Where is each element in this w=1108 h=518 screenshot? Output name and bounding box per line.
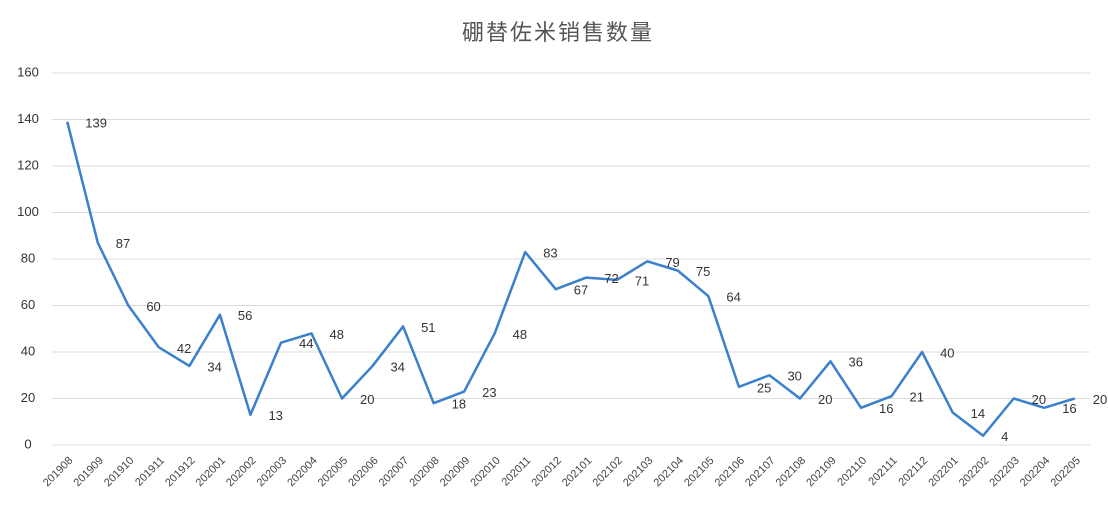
x-tick-label: 202003 bbox=[255, 455, 289, 489]
x-tick-label: 202011 bbox=[500, 455, 534, 489]
x-tick-label: 202105 bbox=[682, 455, 716, 489]
x-tick-label: 202112 bbox=[896, 455, 930, 489]
data-label: 75 bbox=[696, 264, 710, 279]
x-tick-label: 201912 bbox=[163, 455, 197, 489]
data-label: 20 bbox=[818, 392, 832, 407]
x-tick-label: 202001 bbox=[194, 455, 228, 489]
y-tick-label: 80 bbox=[21, 250, 35, 265]
x-tick-label: 202202 bbox=[957, 455, 991, 489]
x-tick-label: 202004 bbox=[285, 455, 319, 489]
data-label: 48 bbox=[330, 327, 344, 342]
y-tick-label: 120 bbox=[17, 157, 39, 172]
x-tick-label: 202002 bbox=[224, 455, 258, 489]
data-label: 67 bbox=[574, 283, 588, 298]
x-tick-label: 202012 bbox=[529, 455, 563, 489]
data-label: 23 bbox=[482, 385, 496, 400]
data-label: 71 bbox=[635, 273, 649, 288]
data-label: 34 bbox=[207, 359, 221, 374]
x-tick-label: 202106 bbox=[713, 455, 747, 489]
data-label: 72 bbox=[604, 271, 618, 286]
data-label: 60 bbox=[146, 299, 160, 314]
data-label: 20 bbox=[360, 392, 374, 407]
data-label: 13 bbox=[268, 408, 282, 423]
x-tick-label: 202101 bbox=[560, 455, 594, 489]
data-label: 20 bbox=[1032, 392, 1046, 407]
data-label: 83 bbox=[543, 245, 557, 260]
data-label: 20 bbox=[1093, 392, 1107, 407]
x-tick-label: 202009 bbox=[438, 455, 472, 489]
data-label: 21 bbox=[910, 390, 924, 405]
data-label: 139 bbox=[85, 115, 107, 130]
data-label: 51 bbox=[421, 320, 435, 335]
y-tick-label: 40 bbox=[21, 343, 35, 358]
data-label: 36 bbox=[849, 355, 863, 370]
data-label: 48 bbox=[513, 327, 527, 342]
x-tick-label: 202201 bbox=[926, 455, 960, 489]
chart-title: 硼替佐米销售数量 bbox=[462, 20, 654, 45]
x-tick-label: 202005 bbox=[316, 455, 350, 489]
y-tick-label: 0 bbox=[24, 436, 31, 451]
y-tick-label: 60 bbox=[21, 297, 35, 312]
x-tick-label: 202108 bbox=[774, 455, 808, 489]
data-label: 16 bbox=[1062, 401, 1076, 416]
data-label: 79 bbox=[665, 255, 679, 270]
data-label: 64 bbox=[726, 290, 740, 305]
data-label: 34 bbox=[391, 359, 405, 374]
x-tick-label: 202109 bbox=[804, 455, 838, 489]
data-label: 56 bbox=[238, 308, 252, 323]
x-tick-label: 201910 bbox=[102, 455, 136, 489]
y-tick-label: 20 bbox=[21, 390, 35, 405]
x-tick-label: 201908 bbox=[41, 455, 75, 489]
data-label: 18 bbox=[452, 397, 466, 412]
data-label: 16 bbox=[879, 401, 893, 416]
x-tick-label: 202204 bbox=[1018, 455, 1052, 489]
data-label: 87 bbox=[116, 236, 130, 251]
x-tick-label: 202104 bbox=[652, 455, 686, 489]
data-label: 44 bbox=[299, 336, 313, 351]
data-label: 4 bbox=[1001, 429, 1008, 444]
y-tick-label: 100 bbox=[17, 204, 39, 219]
x-tick-label: 202008 bbox=[407, 455, 441, 489]
x-tick-label: 202107 bbox=[743, 455, 777, 489]
x-tick-label: 202203 bbox=[987, 455, 1021, 489]
x-tick-label: 202111 bbox=[866, 455, 899, 488]
x-tick-label: 202006 bbox=[346, 455, 380, 489]
data-label: 25 bbox=[757, 380, 771, 395]
x-tick-label: 201909 bbox=[72, 455, 106, 489]
x-tick-label: 201911 bbox=[133, 455, 167, 489]
x-tick-label: 202010 bbox=[468, 455, 502, 489]
x-tick-label: 202007 bbox=[377, 455, 411, 489]
x-tick-label: 202205 bbox=[1048, 455, 1082, 489]
y-tick-label: 140 bbox=[17, 111, 39, 126]
line bbox=[66, 121, 1076, 437]
data-label: 42 bbox=[177, 341, 191, 356]
x-tick-label: 202102 bbox=[591, 455, 625, 489]
data-label: 30 bbox=[787, 369, 801, 384]
data-label: 14 bbox=[971, 406, 985, 421]
x-tick-label: 202110 bbox=[835, 455, 869, 489]
data-label: 40 bbox=[940, 345, 954, 360]
x-tick-label: 202103 bbox=[621, 455, 655, 489]
y-tick-label: 160 bbox=[17, 64, 39, 79]
